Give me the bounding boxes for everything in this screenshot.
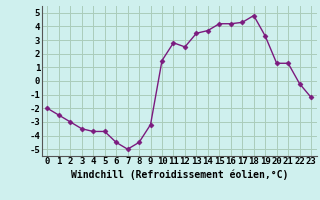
X-axis label: Windchill (Refroidissement éolien,°C): Windchill (Refroidissement éolien,°C) [70, 169, 288, 180]
